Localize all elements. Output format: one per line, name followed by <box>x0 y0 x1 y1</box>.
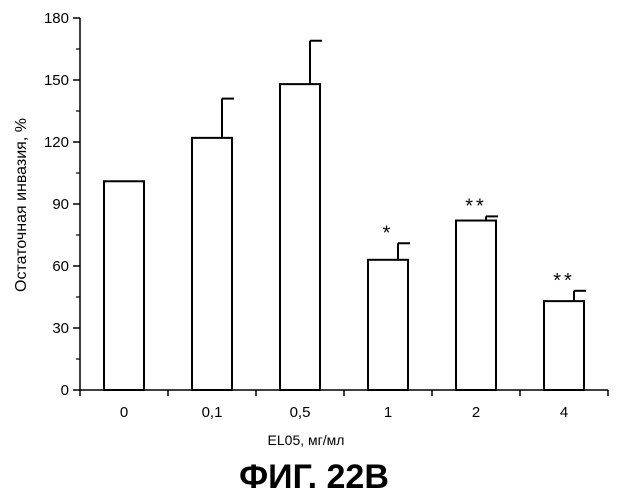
x-axis-label: EL05, мг/мл <box>268 432 345 448</box>
figure-caption: ФИГ. 22В <box>239 458 389 496</box>
bar <box>544 301 584 390</box>
bar <box>104 181 144 390</box>
significance-marker: ** <box>465 195 487 217</box>
significance-marker: * <box>383 222 394 244</box>
y-tick-label: 60 <box>52 258 69 275</box>
y-axis-label: Остаточная инвазия, % <box>13 118 30 292</box>
y-tick-label: 150 <box>44 72 69 89</box>
bar <box>192 138 232 390</box>
y-tick-label: 90 <box>52 196 69 213</box>
x-tick-label: 0 <box>120 404 128 421</box>
y-tick-label: 120 <box>44 134 69 151</box>
bar <box>456 221 496 390</box>
bar <box>368 260 408 390</box>
x-tick-label: 1 <box>384 404 392 421</box>
y-tick-label: 30 <box>52 320 69 337</box>
bar <box>280 84 320 390</box>
significance-marker: ** <box>553 270 575 292</box>
bars: ***** <box>104 41 586 390</box>
x-tick-label: 0,5 <box>290 404 311 421</box>
y-tick-label: 180 <box>44 10 69 27</box>
x-tick-label: 4 <box>560 404 568 421</box>
y-axis: 0 30 60 90 120 150 180 <box>44 10 80 399</box>
x-tick-label: 2 <box>472 404 480 421</box>
x-tick-label: 0,1 <box>202 404 223 421</box>
x-axis: 0 0,1 0,5 1 2 4 <box>80 390 608 421</box>
y-tick-label: 0 <box>61 382 69 399</box>
